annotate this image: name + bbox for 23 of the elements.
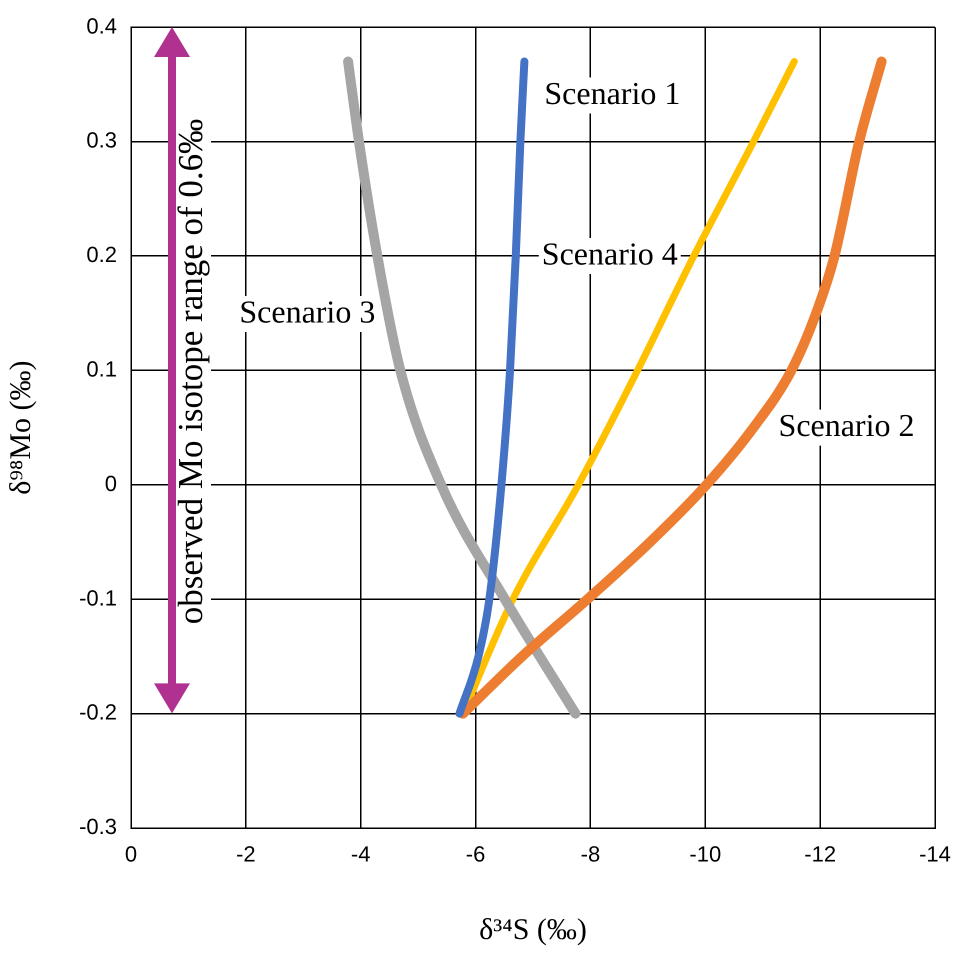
x-tick-label: -4 bbox=[350, 841, 370, 866]
y-axis-title: δ⁹⁸Mo (‰) bbox=[4, 360, 37, 495]
x-tick-label: -6 bbox=[466, 841, 486, 866]
y-tick-label: -0.1 bbox=[79, 585, 117, 610]
x-tick-label: -2 bbox=[236, 841, 256, 866]
x-axis-title: δ³⁴S (‰) bbox=[479, 912, 587, 946]
annotation: observed Mo isotope range of 0.6‰ bbox=[171, 118, 210, 624]
x-tick-label: -10 bbox=[689, 841, 722, 866]
y-tick-label: 0.3 bbox=[86, 128, 117, 153]
y-tick-label: 0.4 bbox=[86, 13, 117, 38]
y-tick-label: 0.1 bbox=[86, 356, 117, 382]
series-label: Scenario 2 bbox=[778, 407, 914, 444]
y-tick-label: 0 bbox=[104, 470, 117, 496]
y-tick-label: 0.2 bbox=[86, 242, 117, 268]
series-label: Scenario 1 bbox=[544, 74, 680, 111]
x-tick-label: 0 bbox=[124, 841, 138, 866]
series-label: Scenario 3 bbox=[239, 293, 376, 330]
x-tick-label: -8 bbox=[580, 841, 600, 866]
x-tick-label: -12 bbox=[804, 841, 836, 866]
y-tick-label: -0.2 bbox=[79, 700, 117, 725]
x-tick-label: -14 bbox=[919, 841, 951, 866]
series-label: Scenario 4 bbox=[542, 235, 678, 272]
y-tick-label: -0.3 bbox=[79, 814, 117, 840]
